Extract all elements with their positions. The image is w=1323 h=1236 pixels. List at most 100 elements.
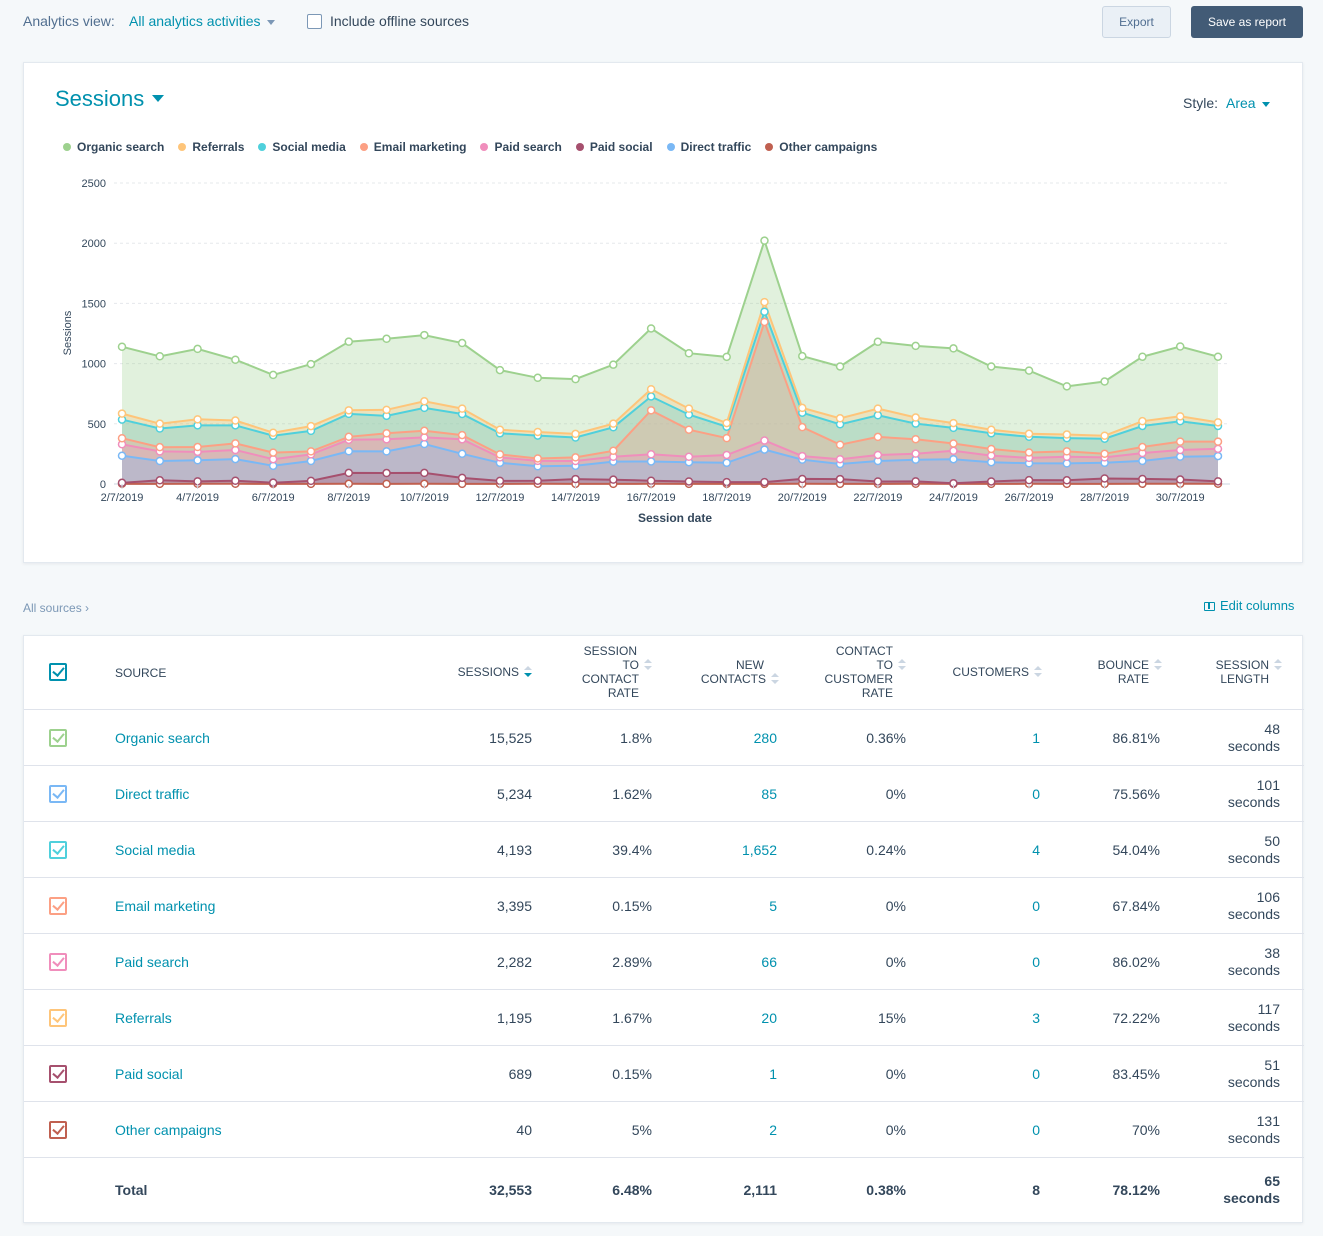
new-contacts-link[interactable]: 5 (769, 898, 777, 914)
sessions-area-chart: 0 500 1000 1500 2000 2500 2/7/2019 4/7/2019 6/7/… (62, 178, 1230, 525)
data-point (533, 476, 542, 485)
source-link[interactable]: Referrals (115, 1010, 172, 1026)
select-all-checkbox[interactable] (49, 663, 67, 681)
customers-link[interactable]: 0 (1032, 786, 1040, 802)
c2c-rate-value: 0% (885, 1122, 906, 1138)
data-point (155, 352, 165, 361)
new-contacts-link[interactable]: 20 (761, 1010, 777, 1026)
new-contacts-link[interactable]: 85 (761, 786, 777, 802)
session-length-number: 117 (1257, 1001, 1280, 1017)
data-point (646, 476, 656, 485)
data-point (306, 447, 316, 456)
new-contacts-link[interactable]: 66 (761, 954, 777, 970)
header-label: rate (1117, 672, 1149, 686)
save-as-report-button[interactable]: Save as report (1191, 6, 1303, 38)
legend-item[interactable]: Social media (258, 140, 346, 154)
all-sources-breadcrumb[interactable]: All sources › (23, 601, 89, 615)
source-link[interactable]: Paid social (115, 1066, 183, 1082)
y-tick-label: 2000 (82, 238, 106, 250)
total-new-contacts: 2,111 (743, 1182, 778, 1198)
col-header-new-contacts[interactable]: New contacts (669, 658, 779, 686)
source-link[interactable]: Other campaigns (115, 1122, 222, 1138)
session-length-unit: seconds (1223, 1190, 1280, 1206)
data-point (684, 452, 694, 462)
customers-link[interactable]: 4 (1032, 842, 1040, 858)
row-checkbox[interactable] (49, 785, 67, 803)
customers-link[interactable]: 0 (1032, 1066, 1040, 1082)
row-checkbox[interactable] (49, 897, 67, 915)
data-point (1100, 474, 1109, 483)
include-offline-checkbox[interactable]: Include offline sources (307, 13, 469, 29)
customers-link[interactable]: 0 (1032, 898, 1040, 914)
data-point (571, 453, 580, 462)
data-point (155, 456, 165, 466)
sessions-value: 2,282 (496, 954, 532, 970)
table-row: Referrals 1,195 1.67% 20 15% 3 72.22% 11… (24, 989, 1304, 1045)
legend-item[interactable]: Paid social (575, 140, 653, 154)
customers-link[interactable]: 1 (1032, 730, 1040, 746)
data-point (609, 360, 618, 369)
session-length-unit: seconds (1227, 1130, 1280, 1146)
legend-dot-icon (359, 143, 368, 151)
customers-link[interactable]: 3 (1032, 1010, 1040, 1026)
row-checkbox[interactable] (49, 953, 67, 971)
legend-label: Organic search (77, 140, 165, 154)
sessions-value: 1,195 (496, 1010, 532, 1026)
row-checkbox[interactable] (49, 1121, 67, 1139)
data-point (760, 436, 769, 445)
edit-columns-button[interactable]: Edit columns (1204, 598, 1294, 613)
data-point (1024, 429, 1034, 439)
header-label: Customers (952, 665, 1029, 679)
legend-item[interactable]: Organic search (63, 140, 164, 154)
legend-item[interactable]: Direct traffic (666, 140, 751, 154)
data-point (1024, 475, 1034, 485)
source-link[interactable]: Paid search (115, 954, 189, 970)
data-point (911, 434, 920, 444)
new-contacts-link[interactable]: 2 (769, 1122, 777, 1138)
legend-label: Email marketing (373, 140, 467, 154)
col-header-bounce-rate[interactable]: Bounce rate (1054, 658, 1162, 686)
data-point (1175, 475, 1185, 484)
new-contacts-link[interactable]: 1 (769, 1066, 777, 1082)
col-header-session-to-contact-rate[interactable]: Session to contact rate (544, 644, 652, 700)
row-checkbox[interactable] (49, 1009, 67, 1027)
legend-item[interactable]: Referrals (178, 140, 244, 154)
col-header-sessions[interactable]: Sessions (424, 665, 532, 679)
row-checkbox[interactable] (49, 1065, 67, 1083)
analytics-view-dropdown[interactable]: All analytics activities (129, 13, 275, 29)
data-point (1100, 377, 1109, 386)
new-contacts-link[interactable]: 280 (753, 730, 777, 746)
col-header-customers[interactable]: Customers (924, 665, 1042, 679)
style-dropdown[interactable]: Area (1226, 95, 1270, 111)
col-header-source[interactable]: Source (115, 666, 166, 680)
data-point (1138, 416, 1147, 426)
new-contacts-link[interactable]: 1,652 (741, 842, 777, 858)
legend-dot-icon (575, 143, 584, 151)
legend-item[interactable]: Paid search (480, 140, 562, 154)
customers-link[interactable]: 0 (1032, 1122, 1040, 1138)
row-checkbox[interactable] (49, 729, 67, 747)
chevron-right-icon: › (85, 601, 90, 615)
col-header-contact-to-customer-rate[interactable]: Contact to customer rate (794, 644, 906, 700)
metric-dropdown[interactable]: Sessions (55, 86, 165, 112)
data-point (986, 444, 996, 454)
source-link[interactable]: Organic search (115, 730, 210, 746)
data-point (722, 458, 731, 468)
source-link[interactable]: Direct traffic (115, 786, 190, 802)
source-link[interactable]: Social media (115, 842, 196, 858)
s2c-rate-value: 5% (631, 1122, 652, 1138)
legend-item[interactable]: Other campaigns (765, 140, 877, 154)
sessions-value: 3,395 (496, 898, 532, 914)
data-point (1138, 442, 1147, 452)
data-point (457, 404, 467, 413)
row-checkbox[interactable] (49, 841, 67, 859)
col-header-session-length[interactable]: Session length (1174, 658, 1282, 686)
breadcrumb-label: All sources (23, 601, 82, 615)
data-point (1213, 418, 1223, 427)
data-point (1100, 431, 1109, 440)
data-point (835, 454, 845, 464)
source-link[interactable]: Email marketing (115, 898, 216, 914)
customers-link[interactable]: 0 (1032, 954, 1040, 970)
export-button[interactable]: Export (1102, 6, 1171, 38)
legend-item[interactable]: Email marketing (359, 140, 467, 154)
